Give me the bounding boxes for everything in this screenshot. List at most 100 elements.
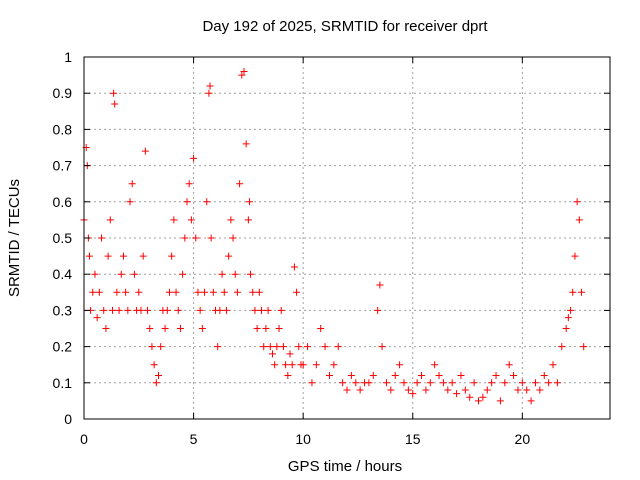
data-point xyxy=(347,372,355,380)
data-point xyxy=(139,252,147,260)
data-point xyxy=(374,306,382,314)
data-point xyxy=(334,343,342,351)
data-point xyxy=(448,379,456,387)
data-point xyxy=(100,306,108,314)
data-point xyxy=(119,252,127,260)
data-point xyxy=(240,67,248,75)
data-point xyxy=(562,325,570,332)
y-axis-label: SRMTID / TECUs xyxy=(6,179,23,297)
data-point xyxy=(130,270,138,278)
data-point xyxy=(279,343,287,351)
data-point xyxy=(113,288,121,296)
data-point xyxy=(122,288,130,296)
data-point xyxy=(426,379,434,387)
data-point xyxy=(146,325,154,332)
data-point xyxy=(431,361,439,369)
data-point xyxy=(141,147,149,155)
data-point xyxy=(165,288,173,296)
data-point xyxy=(181,234,189,242)
data-point xyxy=(238,71,246,79)
data-point xyxy=(540,372,548,380)
data-point xyxy=(578,288,586,296)
data-point xyxy=(304,343,312,351)
data-point xyxy=(439,379,447,387)
data-point xyxy=(378,343,386,351)
y-tick-label: 0.4 xyxy=(53,266,73,282)
data-point xyxy=(225,252,233,260)
data-point xyxy=(111,100,119,108)
data-layer xyxy=(80,67,588,405)
data-point xyxy=(514,386,522,394)
data-point xyxy=(496,397,504,405)
data-point xyxy=(295,343,303,351)
data-point xyxy=(483,386,491,394)
data-point xyxy=(104,252,112,260)
data-point xyxy=(312,361,320,369)
data-point xyxy=(220,288,228,296)
data-point xyxy=(293,288,301,296)
data-point xyxy=(275,325,283,332)
data-point xyxy=(229,234,237,242)
data-point xyxy=(216,306,224,314)
y-tick-label: 0.9 xyxy=(53,85,73,101)
data-point xyxy=(564,314,572,322)
data-point xyxy=(231,270,239,278)
data-point xyxy=(203,198,211,206)
data-point xyxy=(205,89,213,97)
y-tick-label: 0.3 xyxy=(53,302,73,318)
data-point xyxy=(115,306,123,314)
data-point xyxy=(271,361,279,369)
data-point xyxy=(523,386,531,394)
data-point xyxy=(356,386,364,394)
data-point xyxy=(255,288,263,296)
data-point xyxy=(461,386,469,394)
data-point xyxy=(391,372,399,380)
data-point xyxy=(288,361,296,369)
data-point xyxy=(558,343,566,351)
data-point xyxy=(163,306,171,314)
data-point xyxy=(198,325,206,332)
data-point xyxy=(93,314,101,322)
data-point xyxy=(317,325,325,332)
data-point xyxy=(409,390,417,398)
data-point xyxy=(206,82,214,90)
data-point xyxy=(126,198,134,206)
data-point xyxy=(413,379,421,387)
data-point xyxy=(404,386,412,394)
data-point xyxy=(242,140,250,148)
y-tick-label: 0.2 xyxy=(53,339,73,355)
data-point xyxy=(457,372,465,380)
data-point xyxy=(258,306,266,314)
data-point xyxy=(580,343,588,351)
data-point xyxy=(501,379,509,387)
data-point xyxy=(247,270,255,278)
data-point xyxy=(102,325,110,332)
data-point xyxy=(170,216,178,224)
data-point xyxy=(466,393,474,401)
data-point xyxy=(135,288,143,296)
x-tick-label: 20 xyxy=(515,431,531,447)
data-point xyxy=(214,343,222,351)
data-point xyxy=(176,325,184,332)
data-point xyxy=(536,386,544,394)
x-tick-label: 10 xyxy=(295,431,311,447)
data-point xyxy=(376,281,384,289)
data-point xyxy=(479,393,487,401)
data-point xyxy=(400,379,408,387)
data-point xyxy=(192,234,200,242)
data-point xyxy=(545,379,553,387)
y-tick-label: 0.1 xyxy=(53,375,73,391)
data-point xyxy=(124,306,132,314)
data-point xyxy=(85,252,93,260)
data-point xyxy=(339,379,347,387)
y-tick-label: 0.5 xyxy=(53,230,73,246)
data-point xyxy=(253,325,261,332)
data-point xyxy=(187,216,195,224)
data-point xyxy=(308,379,316,387)
data-point xyxy=(137,306,145,314)
data-point xyxy=(207,234,215,242)
data-point xyxy=(245,198,253,206)
data-point xyxy=(106,216,114,224)
data-point xyxy=(569,288,577,296)
data-point xyxy=(236,180,244,188)
